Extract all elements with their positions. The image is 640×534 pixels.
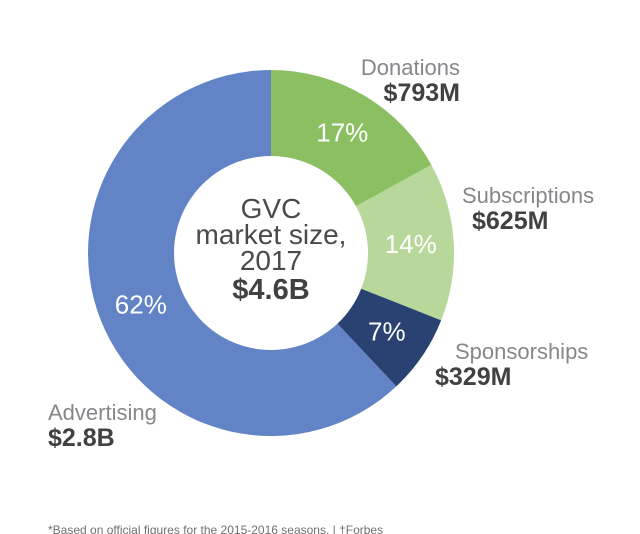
percent-label-subscriptions: 14% [385,229,437,259]
percent-label-donations: 17% [316,117,368,147]
footnote: *Based on official figures for the 2015-… [48,488,507,534]
segment-advertising [87,70,397,436]
center-line-2: market size, [195,219,347,250]
center-total-value: $4.6B [232,274,310,306]
segment-donations [271,70,432,207]
center-line-1: GVC [240,193,302,224]
label-advertising-value: $2.8B [48,424,115,452]
footnote-line-1: *Based on official figures for the 2015-… [48,523,384,534]
center-line-3: 2017 [239,245,303,276]
label-sponsorships-name: Sponsorships [455,339,589,364]
label-donations: Donations $793M [360,55,460,107]
percent-label-advertising: 62% [115,290,167,320]
label-donations-name: Donations [360,55,460,80]
segment-subscriptions [356,164,454,321]
label-subscriptions-value: $625M [472,207,549,235]
label-advertising-name: Advertising [48,400,157,425]
label-donations-value: $793M [383,79,460,107]
label-sponsorships: Sponsorships $329M [435,339,589,391]
label-sponsorships-value: $329M [435,363,512,391]
label-advertising: Advertising $2.8B [48,400,157,452]
donut-center-label: GVC market size, 2017 $4.6B [161,193,381,306]
label-subscriptions: Subscriptions $625M [462,183,595,235]
percent-label-sponsorships: 7% [368,317,406,347]
label-subscriptions-name: Subscriptions [462,183,595,208]
segment-sponsorships [337,288,442,387]
